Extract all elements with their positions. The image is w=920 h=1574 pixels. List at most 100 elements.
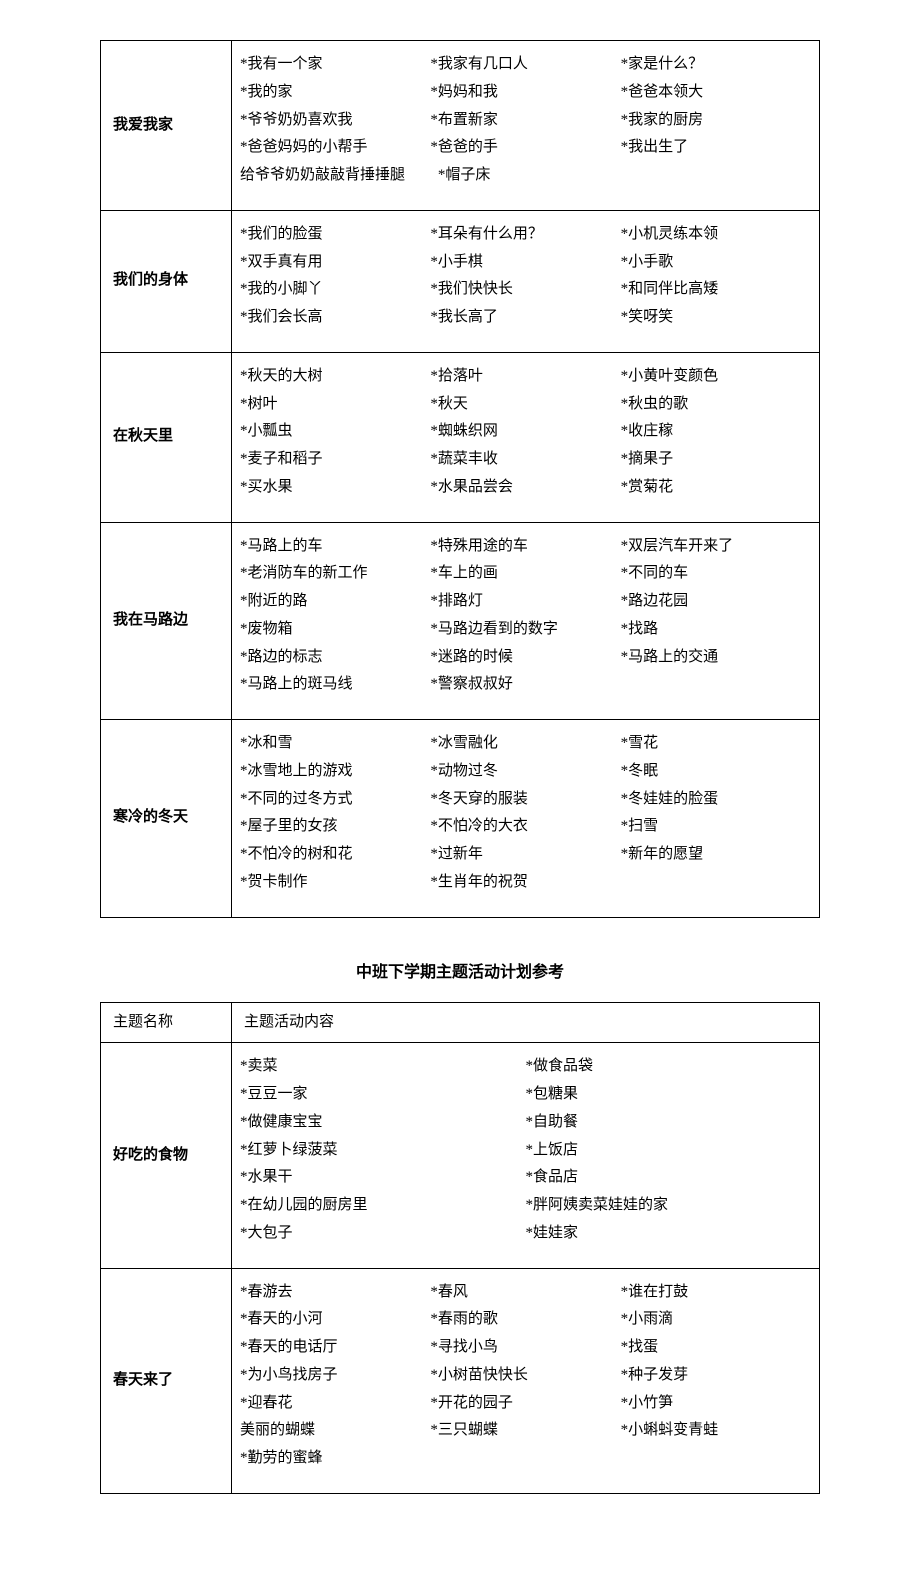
activity-item: *开花的园子 (430, 1390, 620, 1418)
activity-item: *买水果 (240, 474, 430, 502)
activity-item: *路边花园 (621, 588, 811, 616)
theme-name-cell: 在秋天里 (101, 352, 232, 522)
activity-item: *小黄叶变颜色 (621, 363, 811, 391)
content-column: *冰雪融化*动物过冬*冬天穿的服装*不怕冷的大衣*过新年*生肖年的祝贺 (430, 730, 620, 897)
activity-item: *动物过冬 (430, 758, 620, 786)
activity-item: *大包子 (240, 1220, 526, 1248)
activity-item: *爸爸本领大 (621, 79, 811, 107)
activity-item: *布置新家 (430, 107, 620, 135)
activity-item: *家是什么？ (621, 51, 811, 79)
activity-item: *附近的路 (240, 588, 430, 616)
activity-item: *我家的厨房 (621, 107, 811, 135)
content-column: *春风*春雨的歌*寻找小鸟*小树苗快快长*开花的园子*三只蝴蝶 (430, 1279, 620, 1473)
activity-item: *自助餐 (526, 1109, 812, 1137)
activity-item: *迎春花 (240, 1390, 430, 1418)
activity-item: *赏菊花 (621, 474, 811, 502)
theme-name-cell: 好吃的食物 (101, 1043, 232, 1268)
activity-item: *车上的画 (430, 560, 620, 588)
content-column: *春游去*春天的小河*春天的电话厅*为小鸟找房子*迎春花美丽的蝴蝶*勤劳的蜜蜂 (240, 1279, 430, 1473)
activity-item: *小瓢虫 (240, 418, 430, 446)
activity-item: *贺卡制作 (240, 869, 430, 897)
activity-item: *不怕冷的大衣 (430, 813, 620, 841)
activity-item: *冬眠 (621, 758, 811, 786)
activity-item: *不同的车 (621, 560, 811, 588)
activity-item: *我们快快长 (430, 276, 620, 304)
theme-content-cell: *我有一个家*我的家*爷爷奶奶喜欢我*爸爸妈妈的小帮手给爷爷奶奶敲敲背捶捶腿*我… (232, 41, 820, 211)
activity-item: *马路边看到的数字 (430, 616, 620, 644)
activity-item: *马路上的交通 (621, 644, 811, 672)
activity-item: *拾落叶 (430, 363, 620, 391)
activity-item: *过新年 (430, 841, 620, 869)
content-column: *耳朵有什么用？*小手棋*我们快快长*我长高了 (430, 221, 620, 332)
activity-item: *耳朵有什么用？ (430, 221, 620, 249)
theme-name-cell: 我在马路边 (101, 522, 232, 720)
activity-item: *胖阿姨卖菜娃娃的家 (526, 1192, 812, 1220)
activity-item: *种子发芽 (621, 1362, 811, 1390)
activity-item: *春天的小河 (240, 1306, 430, 1334)
activity-item: *雪花 (621, 730, 811, 758)
activity-item: *生肖年的祝贺 (430, 869, 620, 897)
activity-item: *小蝌蚪变青蛙 (621, 1417, 811, 1445)
activity-item: *我出生了 (621, 134, 811, 162)
activity-item: *爷爷奶奶喜欢我 (240, 107, 430, 135)
content-column: *拾落叶*秋天*蜘蛛织网*蔬菜丰收*水果品尝会 (430, 363, 620, 502)
activity-item: *不同的过冬方式 (240, 786, 430, 814)
activity-item: *迷路的时候 (430, 644, 620, 672)
activity-item: *包糖果 (526, 1081, 812, 1109)
theme-content-cell: *我们的脸蛋*双手真有用*我的小脚丫*我们会长高*耳朵有什么用？*小手棋*我们快… (232, 210, 820, 352)
activity-item: *小树苗快快长 (430, 1362, 620, 1390)
activity-item: *双层汽车开来了 (621, 533, 811, 561)
content-column: *卖菜*豆豆一家*做健康宝宝*红萝卜绿菠菜*水果干*在幼儿园的厨房里*大包子 (240, 1053, 526, 1247)
content-column: *特殊用途的车*车上的画*排路灯*马路边看到的数字*迷路的时候*警察叔叔好 (430, 533, 620, 700)
table-header-name: 主题名称 (101, 1002, 232, 1043)
activity-item: *小雨滴 (621, 1306, 811, 1334)
activity-item: *春天的电话厅 (240, 1334, 430, 1362)
activity-item: *警察叔叔好 (430, 671, 620, 699)
activity-item: *我有一个家 (240, 51, 430, 79)
activity-item: *秋天 (430, 391, 620, 419)
activity-item: *我的家 (240, 79, 430, 107)
activity-item: *做食品袋 (526, 1053, 812, 1081)
activity-item: *老消防车的新工作 (240, 560, 430, 588)
content-column: *谁在打鼓*小雨滴*找蛋*种子发芽*小竹笋*小蝌蚪变青蛙 (621, 1279, 811, 1473)
activity-item: *马路上的斑马线 (240, 671, 430, 699)
content-column: *小机灵练本领*小手歌*和同伴比高矮*笑呀笑 (621, 221, 811, 332)
activity-item: *和同伴比高矮 (621, 276, 811, 304)
activity-item: *妈妈和我 (430, 79, 620, 107)
content-column: *我有一个家*我的家*爷爷奶奶喜欢我*爸爸妈妈的小帮手给爷爷奶奶敲敲背捶捶腿 (240, 51, 430, 190)
activity-item: *小手棋 (430, 249, 620, 277)
activity-item: *红萝卜绿菠菜 (240, 1137, 526, 1165)
theme-content-cell: *冰和雪*冰雪地上的游戏*不同的过冬方式*屋子里的女孩*不怕冷的树和花*贺卡制作… (232, 720, 820, 918)
activity-item: *马路上的车 (240, 533, 430, 561)
activity-item: *收庄稼 (621, 418, 811, 446)
activity-item: *冬天穿的服装 (430, 786, 620, 814)
section-title: 中班下学期主题活动计划参考 (100, 958, 820, 982)
activity-item: *秋虫的歌 (621, 391, 811, 419)
activity-item: *排路灯 (430, 588, 620, 616)
activity-item: *双手真有用 (240, 249, 430, 277)
activity-item: *冰雪融化 (430, 730, 620, 758)
activity-item: *上饭店 (526, 1137, 812, 1165)
activity-item: 美丽的蝴蝶 (240, 1417, 430, 1445)
activity-item: *我们的脸蛋 (240, 221, 430, 249)
activity-item: *麦子和稻子 (240, 446, 430, 474)
activity-item: *新年的愿望 (621, 841, 811, 869)
activity-item: *水果干 (240, 1164, 526, 1192)
themes-table-1: 我爱我家*我有一个家*我的家*爷爷奶奶喜欢我*爸爸妈妈的小帮手给爷爷奶奶敲敲背捶… (100, 40, 820, 918)
content-column: *我们的脸蛋*双手真有用*我的小脚丫*我们会长高 (240, 221, 430, 332)
activity-item: *在幼儿园的厨房里 (240, 1192, 526, 1220)
activity-item: *我长高了 (430, 304, 620, 332)
activity-item: *爸爸妈妈的小帮手 (240, 134, 430, 162)
content-column: *小黄叶变颜色*秋虫的歌*收庄稼*摘果子*赏菊花 (621, 363, 811, 502)
activity-item: *食品店 (526, 1164, 812, 1192)
content-column: *家是什么？*爸爸本领大*我家的厨房*我出生了 (621, 51, 811, 190)
activity-item: *蔬菜丰收 (430, 446, 620, 474)
activity-item: *特殊用途的车 (430, 533, 620, 561)
activity-item: *我的小脚丫 (240, 276, 430, 304)
activity-item: *路边的标志 (240, 644, 430, 672)
activity-item: *我家有几口人 (430, 51, 620, 79)
activity-item: *我们会长高 (240, 304, 430, 332)
activity-item: *做健康宝宝 (240, 1109, 526, 1137)
activity-item: *水果品尝会 (430, 474, 620, 502)
table-header-content: 主题活动内容 (232, 1002, 820, 1043)
